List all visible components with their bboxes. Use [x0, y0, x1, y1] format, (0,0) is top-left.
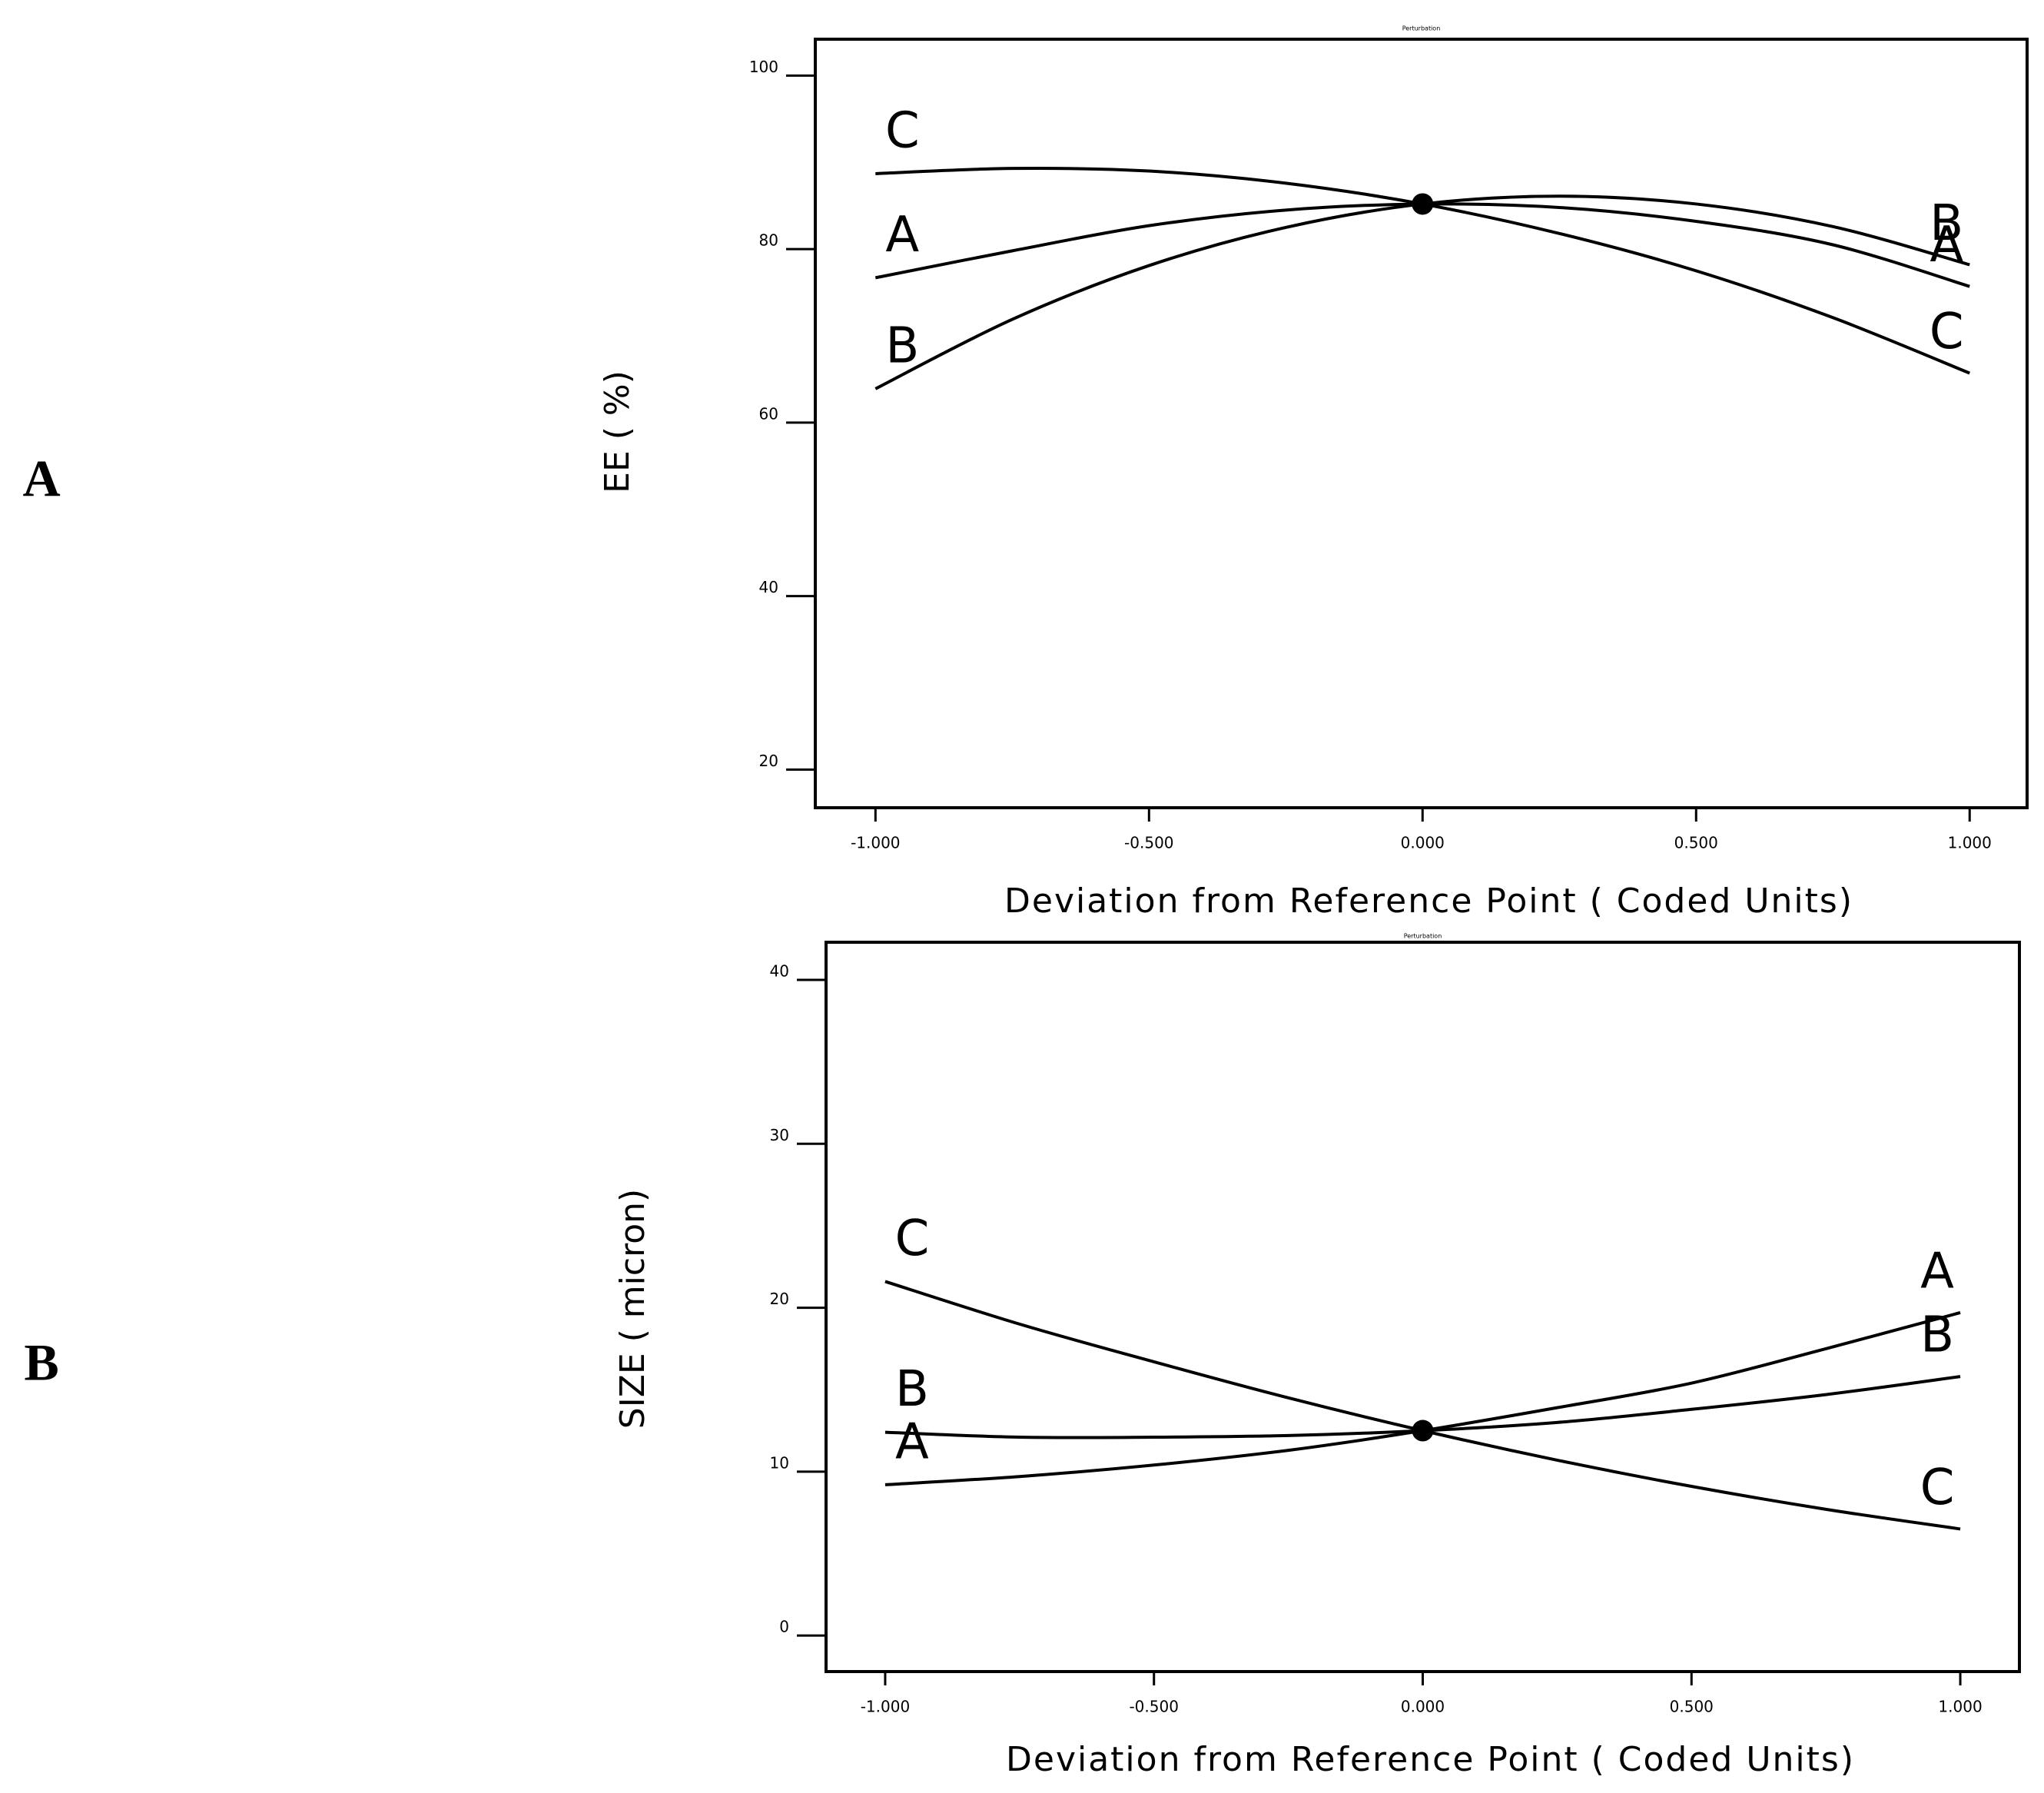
- curve-label: C: [885, 103, 920, 160]
- curve-label: B: [1930, 195, 1963, 252]
- y-tick-label: 20: [759, 752, 778, 770]
- x-tick-label: 1.000: [1948, 834, 1992, 852]
- plot-frame: [825, 941, 2021, 1673]
- series-line: [874, 194, 1970, 390]
- y-tick-label: 60: [759, 404, 778, 423]
- curve-label: C: [1920, 1459, 1955, 1516]
- reference-point: [1412, 1419, 1434, 1442]
- x-tick-label: -0.500: [1129, 1698, 1178, 1716]
- y-tick-label: 10: [770, 1453, 789, 1472]
- x-tick-label: 0.000: [1401, 1698, 1445, 1716]
- x-axis-label: Deviation from Reference Point ( Coded U…: [1006, 1740, 1855, 1779]
- curve-label: A: [885, 207, 919, 264]
- chart-title: Perturbation: [1402, 25, 1441, 32]
- series-line: [874, 202, 1970, 288]
- y-axis-label: SIZE ( micron): [613, 1189, 652, 1429]
- y-tick-label: 30: [770, 1126, 789, 1144]
- y-tick-label: 40: [770, 962, 789, 981]
- y-tick-label: 80: [759, 231, 778, 250]
- y-axis-label: EE ( %): [598, 370, 637, 493]
- curve-label: A: [895, 1413, 929, 1470]
- x-tick-label: -0.500: [1124, 834, 1173, 852]
- y-tick-label: 100: [749, 58, 778, 76]
- y-tick-label: 0: [779, 1618, 789, 1636]
- series-line: [884, 1280, 1961, 1531]
- curve-label: A: [1930, 217, 1963, 274]
- curve-label: B: [1920, 1307, 1954, 1364]
- x-tick-label: 0.500: [1674, 834, 1718, 852]
- x-tick-label: -1.000: [861, 1698, 910, 1716]
- curve-label: A: [1920, 1243, 1954, 1300]
- x-tick-label: -1.000: [851, 834, 900, 852]
- reference-point: [1412, 193, 1434, 215]
- curve-label: B: [885, 317, 919, 374]
- panel-label: B: [24, 1333, 58, 1392]
- chart-title: Perturbation: [1404, 933, 1442, 940]
- y-tick-label: 40: [759, 578, 778, 596]
- x-tick-label: 1.000: [1938, 1698, 1982, 1716]
- x-tick-label: 0.000: [1401, 834, 1445, 852]
- x-tick-label: 0.500: [1670, 1698, 1714, 1716]
- x-axis-label: Deviation from Reference Point ( Coded U…: [1004, 882, 1853, 921]
- y-tick-label: 20: [770, 1290, 789, 1308]
- panel-label: A: [22, 450, 60, 508]
- curve-label: C: [1930, 304, 1964, 360]
- plot-frame: [814, 38, 2029, 809]
- curve-label: C: [895, 1210, 930, 1267]
- curve-label: B: [895, 1361, 929, 1418]
